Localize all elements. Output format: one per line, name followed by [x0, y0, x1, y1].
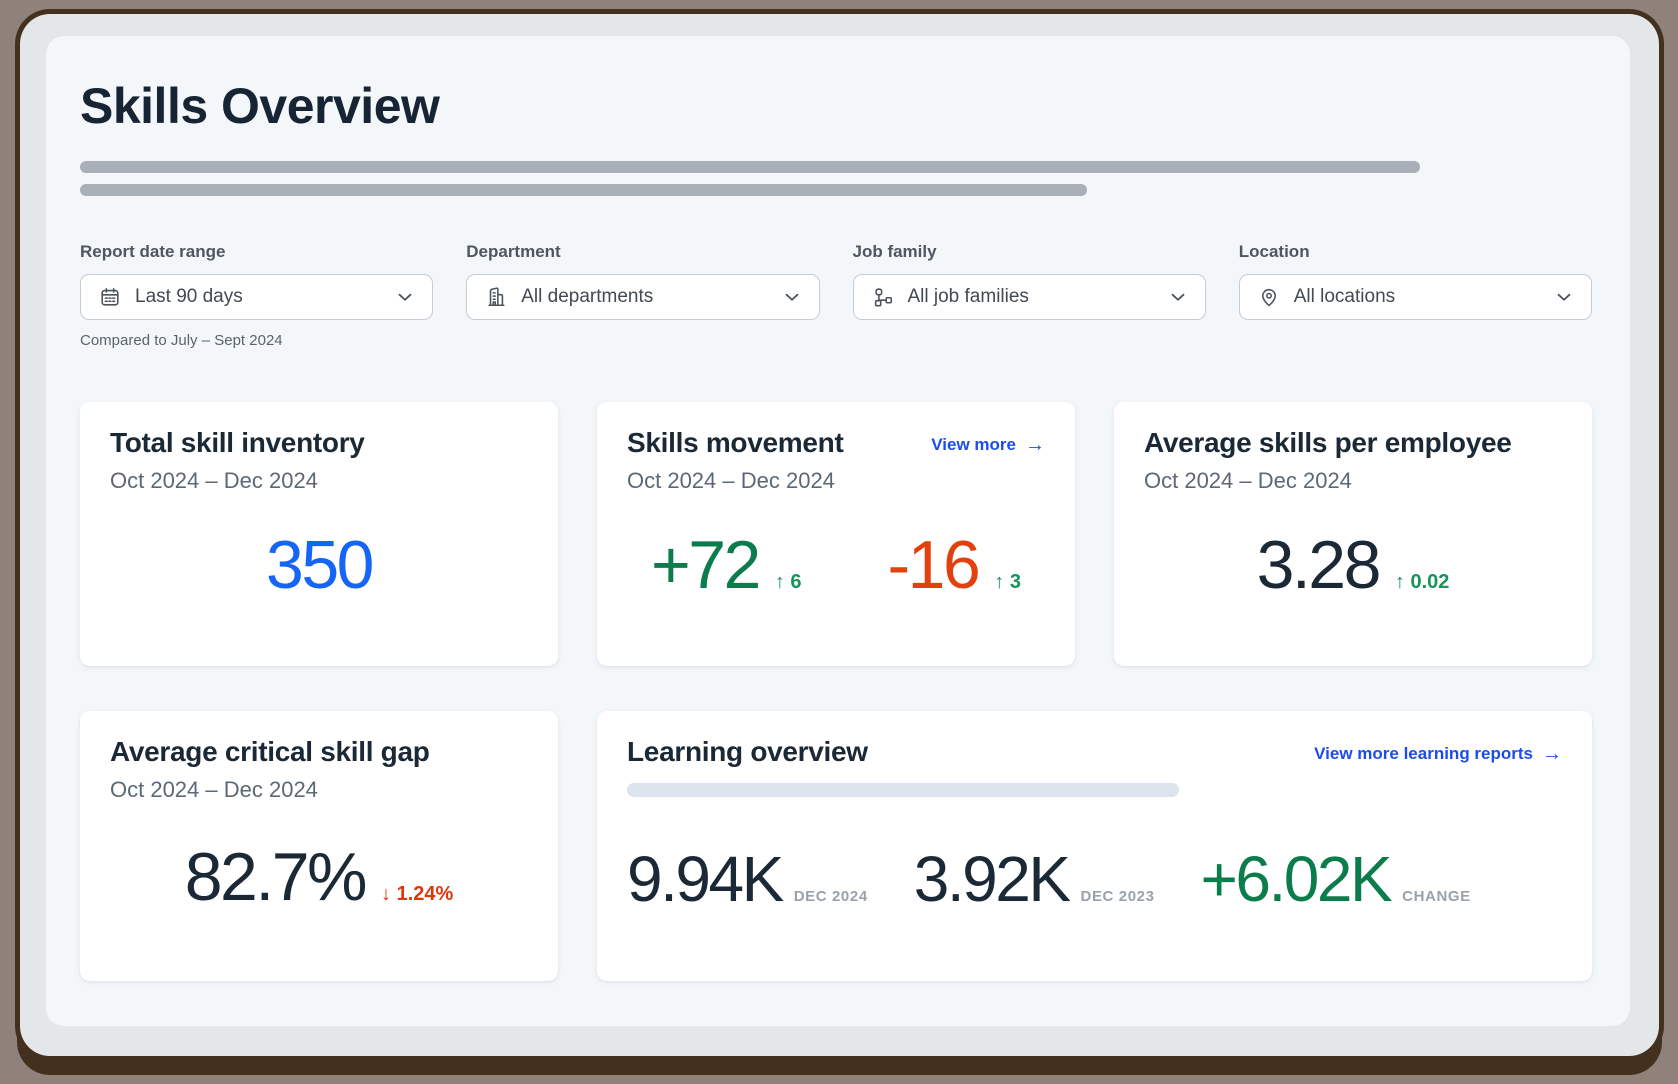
card-title: Average skills per employee: [1144, 426, 1512, 458]
learning-stats: 9.94K DEC 2024 3.92K DEC 2023 +6.02K CHA…: [627, 847, 1562, 911]
skills-added-value: +72: [650, 526, 761, 603]
card-period: Oct 2024 – Dec 2024: [627, 468, 835, 494]
report-date-range-dropdown[interactable]: Last 90 days: [80, 273, 434, 320]
page-title: Skills Overview: [80, 78, 440, 134]
average-skills-per-employee-card: Average skills per employee Oct 2024 – D…: [1114, 401, 1592, 666]
stat-value: 9.94K: [627, 843, 784, 916]
learning-stat-previous: 3.92K DEC 2023: [914, 847, 1155, 911]
card-title: Learning overview: [627, 735, 868, 767]
filter-label: Report date range: [80, 241, 226, 261]
average-skills-value: 3.28: [1256, 526, 1382, 603]
critical-skill-gap-value: 82.7%: [184, 838, 368, 915]
comparison-helper-text: Compared to July – Sept 2024: [80, 331, 283, 349]
chevron-down-icon: [394, 286, 416, 308]
learning-stat-current: 9.94K DEC 2024: [627, 847, 868, 911]
arrow-down-icon: ↓: [381, 882, 392, 905]
average-skills-delta: ↑ 0.02: [1394, 570, 1450, 593]
chevron-down-icon: [781, 286, 803, 308]
filter-label: Job family: [852, 241, 937, 261]
report-date-range-value: Last 90 days: [135, 285, 243, 307]
card-title: Average critical skill gap: [110, 735, 430, 767]
app-window: Skills Overview Report date range: [20, 14, 1659, 1056]
arrow-up-icon: ↑: [774, 570, 785, 593]
skeleton-bar: [80, 160, 1420, 173]
view-more-link[interactable]: View more →: [931, 433, 1045, 456]
skills-removed-delta: ↑ 3: [994, 570, 1021, 593]
card-period: Oct 2024 – Dec 2024: [110, 468, 318, 494]
skills-added-delta: ↑ 6: [774, 570, 802, 593]
dashboard-panel: Skills Overview Report date range: [46, 36, 1630, 1026]
learning-skeleton-bar: [627, 783, 1179, 798]
filter-label: Location: [1238, 241, 1310, 261]
stat-label: DEC 2024: [793, 888, 868, 906]
skills-movement-card: Skills movement Oct 2024 – Dec 2024 View…: [597, 401, 1075, 666]
stat-value: 3.92K: [913, 843, 1071, 916]
card-title: Skills movement: [627, 426, 844, 458]
stat-label: CHANGE: [1402, 888, 1471, 906]
job-family-value: All job families: [907, 285, 1029, 307]
total-skill-inventory-card: Total skill inventory Oct 2024 – Dec 202…: [80, 401, 558, 666]
metric-cards-row: Total skill inventory Oct 2024 – Dec 202…: [80, 401, 1592, 666]
arrow-up-icon: ↑: [1394, 570, 1405, 593]
arrow-right-icon: →: [1025, 433, 1045, 456]
skills-removed-value: -16: [887, 526, 981, 603]
location-dropdown[interactable]: All locations: [1238, 273, 1592, 320]
location-value: All locations: [1293, 285, 1396, 307]
total-skill-inventory-value: 350: [266, 526, 374, 603]
filter-bar: Report date range Last 90 days: [80, 242, 1592, 349]
chevron-down-icon: [1553, 286, 1575, 308]
card-period: Oct 2024 – Dec 2024: [110, 777, 318, 803]
average-critical-skill-gap-card: Average critical skill gap Oct 2024 – De…: [80, 710, 558, 981]
arrow-right-icon: →: [1542, 742, 1562, 765]
arrow-up-icon: ↑: [994, 570, 1005, 593]
card-title: Total skill inventory: [110, 426, 365, 458]
department-dropdown[interactable]: All departments: [466, 273, 820, 320]
lower-cards-row: Average critical skill gap Oct 2024 – De…: [80, 710, 1592, 981]
calendar-icon: [99, 286, 121, 308]
department-value: All departments: [521, 285, 654, 307]
critical-skill-gap-delta: ↓ 1.24%: [381, 882, 454, 905]
filter-report-date-range: Report date range Last 90 days: [80, 241, 434, 349]
filter-department: Department All departments: [466, 241, 820, 349]
skeleton-bar: [80, 183, 1087, 196]
chevron-down-icon: [1167, 286, 1189, 308]
job-family-icon: [872, 286, 894, 308]
filter-label: Department: [466, 241, 561, 261]
stat-value: +6.02K: [1200, 843, 1393, 916]
location-pin-icon: [1258, 286, 1280, 308]
job-family-dropdown[interactable]: All job families: [852, 273, 1206, 320]
title-skeleton-group: [80, 160, 1592, 196]
building-icon: [485, 286, 507, 308]
filter-job-family: Job family All job families: [852, 241, 1206, 349]
learning-stat-change: +6.02K CHANGE: [1201, 847, 1471, 911]
filter-location: Location All locations: [1238, 241, 1592, 349]
card-period: Oct 2024 – Dec 2024: [1144, 468, 1352, 494]
learning-overview-card: Learning overview View more learning rep…: [597, 710, 1592, 981]
stat-label: DEC 2023: [1080, 888, 1155, 906]
view-more-learning-reports-link[interactable]: View more learning reports →: [1314, 742, 1562, 765]
